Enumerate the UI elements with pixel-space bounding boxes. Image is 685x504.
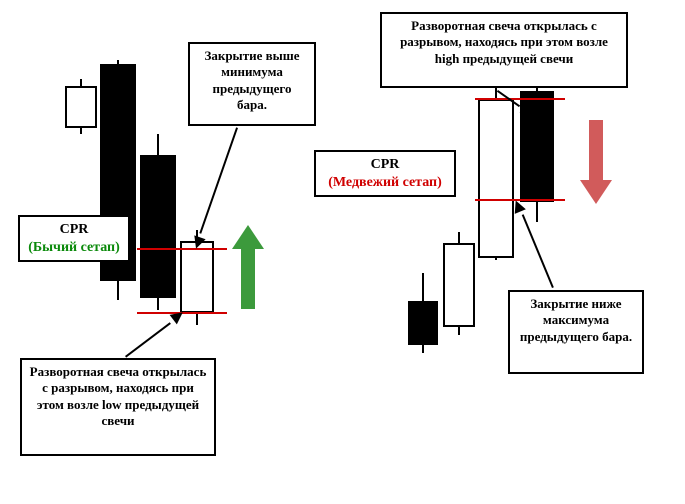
trend-arrow-down-icon [580, 120, 612, 204]
level-line [475, 98, 565, 100]
label-line1: CPR [26, 221, 122, 239]
candle-body [140, 155, 176, 298]
annotation-box-2: Разворотная свеча открылась с разрывом, … [380, 12, 628, 88]
candle-body [408, 301, 438, 345]
annotation-box-0: Закрытие выше минимума предыдущего бара. [188, 42, 316, 126]
candle-body [65, 86, 97, 128]
annotation-box-1: Разворотная свеча открылась с разрывом, … [20, 358, 216, 456]
candle-body [180, 241, 214, 313]
label-line1: CPR [322, 156, 448, 174]
setup-label-bear: CPR(Медвежий сетап) [314, 150, 456, 197]
candle-body [478, 99, 514, 258]
candle-body [443, 243, 475, 327]
setup-label-bull: CPR(Бычий сетап) [18, 215, 130, 262]
label-line2: (Бычий сетап) [26, 239, 122, 257]
annotation-box-3: Закрытие ниже максимума предыдущего бара… [508, 290, 644, 374]
trend-arrow-up-icon [232, 225, 264, 309]
label-line2: (Медвежий сетап) [322, 174, 448, 192]
level-line [137, 248, 227, 250]
